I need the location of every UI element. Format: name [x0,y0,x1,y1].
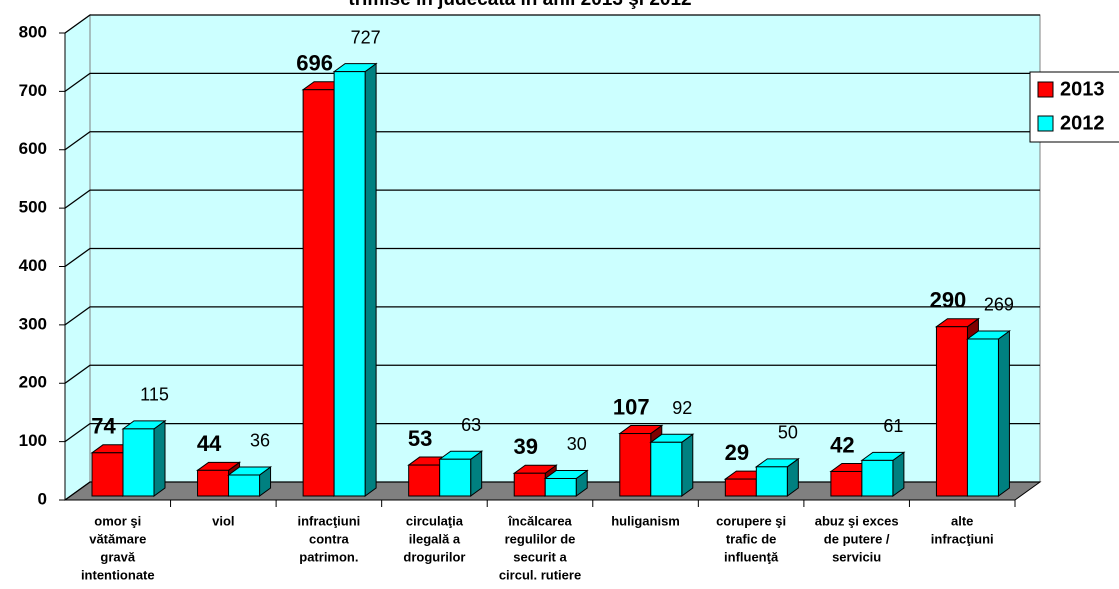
x-tick-label: viol [212,513,234,528]
y-tick-label: 300 [19,314,47,333]
y-tick-label: 800 [19,22,47,41]
data-label: 269 [984,295,1014,315]
data-label: 39 [513,434,537,459]
bar [754,457,800,497]
legend-label: 2012 [1060,112,1105,134]
x-tick-label: vătămare [89,531,146,546]
bar-side [681,433,694,497]
grid-line [64,422,1040,443]
grid-line [64,72,1040,92]
x-tick-label: alte [951,513,973,528]
x-tick-label: serviciu [832,549,881,564]
data-label: 63 [461,415,481,435]
bar-front [830,470,863,497]
x-tick-label: contra [309,531,350,546]
data-label: 727 [351,27,381,47]
x-tick-label: corupere şi [716,513,786,528]
bar-front [935,326,968,497]
bar-front [228,474,261,497]
x-tick-label: regulilor de [505,531,576,546]
data-label: 115 [140,385,169,405]
bar-front [333,71,366,497]
bar-side [153,419,166,497]
y-tick-label: 0 [38,489,47,508]
bar-front [122,428,155,497]
x-tick-label: securit a [513,549,567,564]
bar [860,451,906,497]
x-tick-label: huliganism [611,513,680,528]
bar-front [861,459,894,497]
data-label: 29 [725,440,749,465]
bar [438,450,484,497]
data-label: 30 [567,434,587,454]
bar [227,466,273,497]
bar-front [755,466,788,497]
data-label: 74 [91,414,116,439]
y-tick-label: 100 [19,431,47,450]
bar-front [197,469,230,497]
x-tick-label: circulaţia [406,513,464,528]
legend-swatch [1037,81,1054,98]
x-tick-label: de putere / [824,531,890,546]
chart-title: trimise în judecată în anii 2013 şi 2012 [348,0,691,10]
x-tick-label: infracţiuni [931,531,994,546]
bar-side [364,62,377,497]
bar-front [302,89,335,497]
bar-front [724,478,757,497]
x-tick-label: încălcarea [507,513,572,528]
y-tick-label: 600 [19,139,47,158]
bar [121,419,167,497]
bar-front [408,464,441,497]
data-label: 36 [250,431,270,451]
y-tick-label: 200 [19,373,47,392]
bar-front [91,452,124,497]
x-tick-label: ilegală a [409,531,461,546]
data-label: 61 [883,416,903,436]
x-tick-label: patrimon. [299,549,358,564]
data-label: 92 [672,398,692,418]
data-label: 42 [830,432,854,457]
legend-label: 2013 [1060,78,1105,100]
x-tick-label: abuz şi exces [815,513,899,528]
bar [332,62,378,497]
grid-line [64,306,1040,326]
grid-line [64,481,1040,501]
bar [543,469,589,497]
x-tick-label: gravă [100,549,135,564]
x-tick-label: trafic de [726,531,777,546]
x-tick-label: drogurilor [403,549,465,564]
grid-line [64,14,1040,34]
bar-front [650,441,683,497]
legend-swatch [1037,115,1054,132]
x-tick-label: influenţă [724,549,779,564]
bar [965,329,1011,497]
bar-front [544,477,577,497]
x-tick-label: intentionate [81,567,155,582]
y-tick-label: 500 [19,198,47,217]
data-label: 290 [930,288,967,313]
x-tick-label: infracţiuni [297,513,360,528]
data-label: 107 [613,394,650,419]
bar-front [439,458,472,497]
bar-front [619,433,652,497]
y-tick-label: 400 [19,256,47,275]
bar-front [513,472,546,497]
data-label: 44 [197,431,222,456]
bar [649,433,695,497]
grid-line [64,131,1040,151]
y-tick-label: 700 [19,81,47,100]
x-tick-label: circul. rutiere [499,567,581,582]
bar-side [997,329,1010,497]
grid-line [64,247,1040,268]
grid-line [64,364,1040,384]
bar-front [966,338,999,497]
x-tick-label: omor şi [94,513,141,528]
data-label: 696 [296,51,333,76]
data-label: 50 [778,423,798,443]
grid-line [64,189,1040,209]
data-label: 53 [408,426,432,451]
